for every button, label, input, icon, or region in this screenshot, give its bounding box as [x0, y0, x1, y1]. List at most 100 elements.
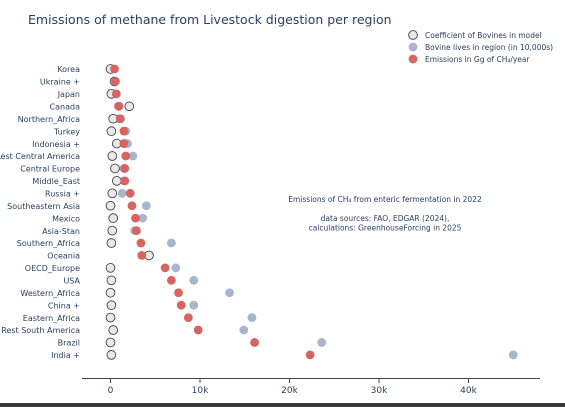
category-label: Korea [57, 65, 80, 74]
emissions-point [250, 338, 259, 347]
coefficient-point [108, 325, 119, 335]
emissions-point [160, 263, 170, 273]
coefficient-point [124, 101, 135, 112]
bovine-lives-point [317, 338, 327, 347]
bovine-lives-point [225, 288, 234, 298]
category-label: Southern_Africa [17, 239, 80, 248]
emissions-point [305, 350, 315, 360]
y-tick-labels: Korea Ukraine + Japan Canada Northern_Africa… [0, 65, 81, 360]
category-label: India + [51, 351, 80, 360]
emissions-point [110, 64, 119, 74]
emissions-point [176, 300, 186, 310]
emissions-point [121, 151, 131, 161]
bovine-lives-point [138, 213, 148, 223]
emissions-point [137, 251, 147, 260]
category-label: Northern_Africa [18, 115, 80, 124]
bovine-lives-point [247, 313, 257, 322]
legend-marker [408, 42, 418, 52]
x-tick-label: 20k [281, 386, 298, 396]
bovine-lives-point [189, 300, 199, 310]
annotation-line: calculations: GreenhouseForcing in 2025 [309, 224, 462, 233]
category-label: USA [63, 277, 80, 286]
category-label: Japan [57, 90, 80, 99]
x-tick-label: 40k [460, 386, 477, 396]
bovine-lives-point [171, 263, 181, 273]
chart-title: Emissions of methane from Livestock dige… [28, 12, 392, 27]
bovine-lives-point [239, 325, 249, 335]
coefficient-point [106, 350, 117, 360]
emissions-point [132, 226, 141, 235]
bovine-lives-point [166, 238, 176, 248]
annotation: Emissions of CH₄ from enteric fermentati… [288, 195, 482, 233]
coefficient-point [106, 275, 117, 286]
coefficient-point [107, 188, 118, 199]
coefficient-point [110, 163, 120, 174]
emissions-point [136, 238, 146, 248]
category-label: Rest Central America [0, 152, 80, 161]
category-label: OECD_Europe [25, 264, 80, 273]
x-tick-label: 0 [108, 386, 114, 396]
legend-label: Coefficient of Bovines in model [425, 31, 542, 40]
x-tick-label: 30k [371, 386, 388, 396]
emissions-point [119, 126, 129, 136]
coefficient-point [111, 176, 122, 186]
category-label: China + [48, 301, 80, 310]
category-label: Southeastern Asia [7, 202, 80, 211]
emissions-point [120, 176, 130, 186]
coefficient-point [106, 238, 117, 248]
bovine-lives-point [508, 350, 518, 360]
category-label: Mexico [52, 214, 80, 223]
bovine-lives-point [128, 151, 138, 161]
category-label: Western_Africa [20, 289, 80, 298]
emissions-point [131, 213, 140, 223]
category-label: Middle_East [32, 177, 80, 186]
emissions-point [174, 288, 183, 298]
emissions-point [115, 114, 125, 124]
annotation-line: Emissions of CH₄ from enteric fermentati… [288, 195, 482, 204]
emissions-point [127, 201, 137, 211]
coefficient-point [107, 225, 118, 236]
emissions-point [114, 101, 123, 111]
emissions-point [120, 164, 130, 173]
emissions-point [111, 77, 120, 86]
coefficient-point [105, 337, 116, 348]
legend-marker [408, 54, 418, 64]
category-label: Turkey [53, 127, 80, 136]
emissions-point [125, 188, 135, 198]
emissions-point [119, 139, 129, 148]
category-label: Central Europe [20, 165, 80, 174]
category-label: Oceania [47, 252, 80, 261]
bovine-lives-point [141, 201, 151, 211]
category-label: Asia-Stan [42, 227, 80, 236]
category-label: Ukraine + [40, 78, 80, 87]
annotation-line: data sources: FAO, EDGAR (2024), [321, 214, 450, 223]
coefficient-point [105, 200, 116, 211]
bottom-border [0, 403, 565, 407]
emissions-point [193, 325, 203, 335]
coefficient-point [106, 300, 117, 311]
category-label: Rest South America [1, 326, 80, 335]
category-label: Canada [50, 102, 81, 111]
coefficient-point [106, 126, 117, 136]
legend-marker [408, 30, 418, 40]
legend: Coefficient of Bovines in model Bovine li… [408, 30, 553, 64]
coefficient-point [108, 213, 119, 224]
emissions-point [111, 89, 121, 99]
category-label: Eastern_Africa [23, 314, 80, 323]
x-tick-label: 10k [192, 386, 209, 396]
emissions-point [183, 313, 193, 322]
data-points [105, 64, 518, 360]
legend-label: Emissions in Gg of CH₄/year [425, 55, 531, 64]
legend-label: Bovine lives in region (in 10,000s) [425, 43, 553, 52]
coefficient-point [105, 312, 116, 323]
category-label: Brazil [58, 339, 80, 348]
coefficient-point [107, 151, 118, 161]
coefficient-point [105, 263, 116, 273]
emissions-point [166, 275, 176, 285]
bovine-lives-point [117, 188, 127, 198]
category-label: Russia + [45, 190, 80, 199]
coefficient-point [105, 287, 116, 298]
x-ticks: 0 10k 20k 30k 40k [108, 378, 478, 396]
bovine-lives-point [189, 275, 199, 285]
